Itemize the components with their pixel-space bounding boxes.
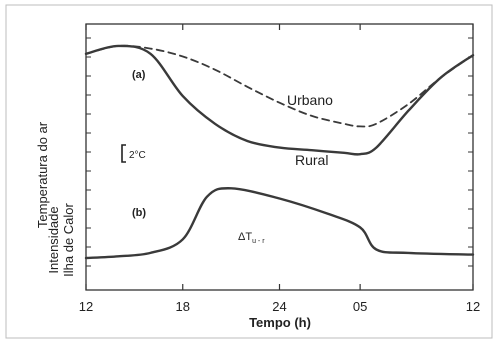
x-tick-label: 24 [272, 299, 286, 314]
tick-marks [85, 24, 474, 290]
panel-b-label: (b) [132, 207, 146, 219]
y-axis-label-b-line2: Ilha de Calor [61, 202, 76, 276]
series-lines [84, 44, 475, 260]
x-tick-label: 05 [353, 299, 367, 314]
x-tick-label: 12 [79, 299, 93, 314]
scale-label: 2°C [129, 150, 146, 161]
series-line-panelb-delta-t [84, 187, 475, 260]
series-line-panela-urbano [85, 44, 474, 128]
scale-bracket [121, 144, 126, 163]
y-axis-label-a: Temperatura do ar [35, 121, 50, 228]
x-tick-label: 18 [176, 299, 190, 314]
y-axis-label-b-line1: Intensidade [46, 206, 61, 273]
x-tick-labels: 12 18 24 05 12 [79, 299, 480, 314]
panel-a-label: (a) [132, 69, 146, 81]
delta-t-sub: u - r [252, 238, 265, 245]
x-axis-label: Tempo (h) [249, 315, 311, 330]
series-label-rural: Rural [295, 152, 328, 168]
delta-t-main: ΔT [238, 231, 252, 243]
series-line-panela-rural [84, 44, 475, 156]
series-label-urbano: Urbano [287, 92, 333, 108]
delta-t-annotation: ΔTu - r [238, 231, 265, 245]
x-tick-label: 12 [466, 299, 480, 314]
outer-border [5, 4, 493, 339]
